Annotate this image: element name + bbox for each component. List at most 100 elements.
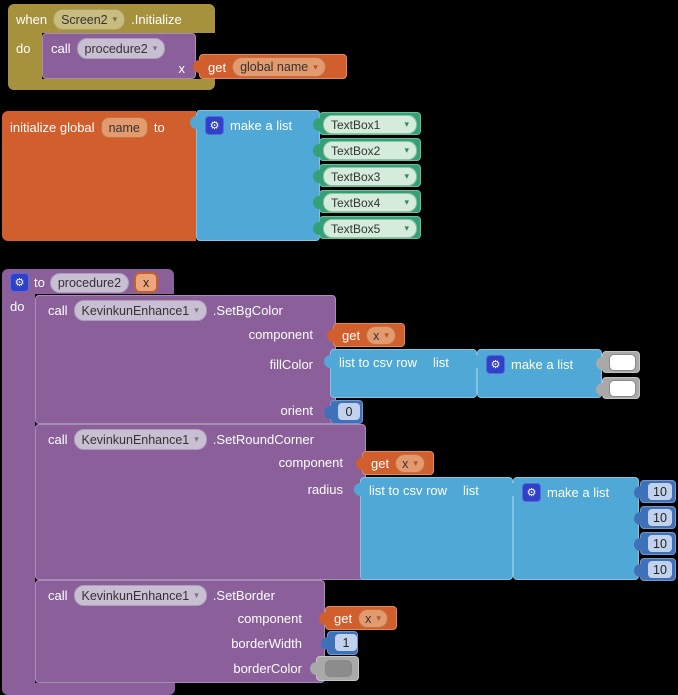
param-x-chip[interactable]: x bbox=[134, 272, 159, 293]
get-keyword: get bbox=[342, 328, 361, 343]
list-to-csv-row-block[interactable]: list to csv row list bbox=[324, 349, 477, 398]
param-label-radius: radius bbox=[307, 482, 343, 497]
param-label-component: component bbox=[248, 327, 313, 342]
mutator-gear-icon[interactable]: ⚙ bbox=[10, 273, 29, 292]
textbox-dropdown[interactable]: TextBox5 ▾ bbox=[323, 219, 417, 238]
make-a-list-block[interactable]: ⚙ make a list bbox=[190, 110, 320, 241]
get-keyword: get bbox=[334, 611, 353, 626]
chevron-down-icon: ▾ bbox=[404, 119, 409, 129]
number-block-borderwidth[interactable]: 1 bbox=[321, 631, 358, 655]
param-label-bordercolor: borderColor bbox=[233, 661, 302, 676]
csv-label: list to csv row bbox=[369, 483, 448, 498]
call-setroundcorner-block[interactable]: call KevinkunEnhance1 ▾ .SetRoundCorner … bbox=[35, 424, 366, 580]
number-field[interactable]: 10 bbox=[648, 483, 672, 500]
component-block-textbox3[interactable]: TextBox3 ▾ bbox=[313, 164, 421, 187]
event-name-label: .Initialize bbox=[131, 12, 182, 27]
chevron-down-icon: ▾ bbox=[313, 61, 318, 72]
get-keyword: get bbox=[208, 59, 227, 75]
make-a-list-label: make a list bbox=[230, 118, 293, 133]
param-label-fillcolor: fillColor bbox=[269, 357, 313, 372]
component-block-textbox2[interactable]: TextBox2 ▾ bbox=[313, 138, 421, 161]
number-block-orient[interactable]: 0 bbox=[324, 400, 363, 424]
x-variable-dropdown[interactable]: x ▾ bbox=[395, 454, 425, 473]
mutator-gear-icon[interactable]: ⚙ bbox=[522, 483, 541, 502]
color-swatch[interactable] bbox=[325, 660, 352, 677]
chevron-down-icon: ▾ bbox=[152, 43, 158, 53]
call-keyword: call bbox=[48, 588, 68, 603]
param-label-borderwidth: borderWidth bbox=[231, 636, 302, 651]
component-block-textbox4[interactable]: TextBox4 ▾ bbox=[313, 190, 421, 213]
param-label-component: component bbox=[237, 611, 302, 626]
x-variable-dropdown[interactable]: x ▾ bbox=[366, 326, 396, 345]
component-dropdown[interactable]: KevinkunEnhance1 ▾ bbox=[73, 429, 207, 450]
chevron-down-icon: ▾ bbox=[404, 223, 409, 233]
chevron-down-icon: ▾ bbox=[194, 434, 199, 444]
component-block-textbox5[interactable]: TextBox5 ▾ bbox=[313, 216, 421, 239]
color-block-white[interactable] bbox=[596, 377, 640, 399]
number-field[interactable]: 10 bbox=[648, 561, 672, 578]
csv-label: list to csv row bbox=[339, 355, 418, 370]
chevron-down-icon: ▾ bbox=[404, 171, 409, 181]
chevron-down-icon: ▾ bbox=[376, 613, 381, 623]
get-global-name-block[interactable]: get global name ▾ bbox=[193, 54, 347, 79]
number-block-radius[interactable]: 10 bbox=[634, 480, 676, 503]
param-label-component: component bbox=[278, 455, 343, 470]
textbox-dropdown[interactable]: TextBox3 ▾ bbox=[323, 167, 417, 186]
number-field[interactable]: 10 bbox=[648, 535, 672, 552]
do-label: do bbox=[10, 299, 25, 314]
color-swatch[interactable] bbox=[609, 354, 636, 371]
component-dropdown[interactable]: KevinkunEnhance1 ▾ bbox=[73, 300, 207, 321]
screen-dropdown[interactable]: Screen2 ▾ bbox=[53, 9, 126, 30]
get-x-block[interactable]: get x ▾ bbox=[327, 323, 405, 347]
textbox-dropdown[interactable]: TextBox4 ▾ bbox=[323, 193, 417, 212]
color-swatch[interactable] bbox=[609, 380, 636, 397]
chevron-down-icon: ▾ bbox=[194, 305, 199, 315]
variable-name-field[interactable]: name bbox=[100, 117, 148, 138]
number-field[interactable]: 10 bbox=[648, 509, 672, 526]
get-x-block[interactable]: get x ▾ bbox=[319, 606, 397, 630]
call-keyword: call bbox=[48, 432, 68, 447]
to-label: to bbox=[153, 120, 165, 135]
color-block-gray[interactable] bbox=[310, 656, 359, 681]
chevron-down-icon: ▾ bbox=[413, 458, 418, 468]
call-setborder-block[interactable]: call KevinkunEnhance1 ▾ .SetBorder compo… bbox=[35, 580, 325, 683]
call-keyword: call bbox=[48, 303, 68, 318]
when-keyword: when bbox=[16, 12, 48, 27]
chevron-down-icon: ▾ bbox=[112, 14, 118, 24]
mutator-gear-icon[interactable]: ⚙ bbox=[205, 116, 224, 135]
list-to-csv-row-block[interactable]: list to csv row list bbox=[354, 477, 513, 580]
method-label: .SetRoundCorner bbox=[212, 432, 314, 447]
x-variable-dropdown[interactable]: x ▾ bbox=[358, 609, 388, 628]
initialize-global-keyword: initialize global bbox=[10, 120, 95, 135]
method-label: .SetBorder bbox=[212, 588, 275, 603]
procedure-dropdown[interactable]: procedure2 ▾ bbox=[76, 38, 166, 59]
param-x-label: x bbox=[178, 61, 186, 76]
component-dropdown[interactable]: KevinkunEnhance1 ▾ bbox=[73, 585, 207, 606]
color-block-white[interactable] bbox=[596, 351, 640, 373]
to-keyword: to bbox=[34, 275, 45, 290]
param-label-orient: orient bbox=[280, 403, 313, 418]
global-name-dropdown[interactable]: global name ▾ bbox=[232, 57, 326, 77]
do-label: do bbox=[16, 41, 31, 56]
number-field[interactable]: 0 bbox=[338, 403, 360, 420]
number-block-radius[interactable]: 10 bbox=[634, 558, 676, 581]
mutator-gear-icon[interactable]: ⚙ bbox=[486, 355, 505, 374]
make-a-list-block[interactable]: ⚙ make a list bbox=[471, 349, 602, 398]
chevron-down-icon: ▾ bbox=[404, 145, 409, 155]
number-field[interactable]: 1 bbox=[335, 634, 357, 651]
component-block-textbox1[interactable]: TextBox1 ▾ bbox=[313, 112, 421, 135]
make-a-list-block[interactable]: ⚙ make a list bbox=[507, 477, 639, 580]
textbox-dropdown[interactable]: TextBox2 ▾ bbox=[323, 141, 417, 160]
call-keyword: call bbox=[51, 41, 71, 56]
number-block-radius[interactable]: 10 bbox=[634, 532, 676, 555]
csv-socket-label: list bbox=[433, 355, 449, 370]
number-block-radius[interactable]: 10 bbox=[634, 506, 676, 529]
procedure-name-field[interactable]: procedure2 bbox=[49, 272, 130, 293]
make-a-list-label: make a list bbox=[511, 357, 574, 372]
textbox-dropdown[interactable]: TextBox1 ▾ bbox=[323, 115, 417, 134]
call-setbgcolor-block[interactable]: call KevinkunEnhance1 ▾ .SetBgColor comp… bbox=[35, 295, 336, 424]
get-x-block[interactable]: get x ▾ bbox=[356, 451, 434, 475]
chevron-down-icon: ▾ bbox=[404, 197, 409, 207]
call-procedure2-block[interactable]: call procedure2 ▾ x bbox=[42, 33, 196, 79]
